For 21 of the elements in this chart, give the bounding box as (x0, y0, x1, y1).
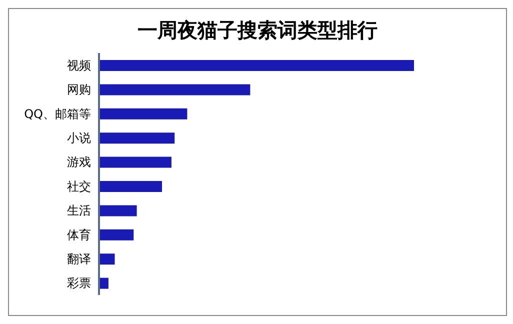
y-tick-label: 体育 (67, 228, 91, 242)
y-tick-label: 彩票 (67, 276, 91, 290)
bar (99, 181, 162, 192)
chart-title: 一周夜猫子搜索词类型排行 (136, 17, 378, 44)
bar (99, 278, 108, 289)
y-tick-label: QQ、邮箱等 (24, 106, 91, 121)
bar (99, 254, 115, 265)
bar (99, 205, 137, 216)
y-tick-label: 社交 (67, 179, 91, 194)
y-tick-label: 游戏 (67, 155, 91, 170)
y-tick-label: 网购 (67, 82, 91, 97)
bar (99, 84, 250, 96)
y-tick-label: 生活 (67, 204, 91, 218)
y-tick-label: 视频 (67, 58, 91, 72)
y-tick-label: 小说 (67, 130, 91, 145)
bar (99, 132, 175, 144)
y-tick-label: 翻译 (67, 252, 91, 266)
bar (99, 108, 188, 120)
bar (99, 229, 134, 240)
bar (99, 60, 414, 71)
bar (99, 156, 172, 168)
